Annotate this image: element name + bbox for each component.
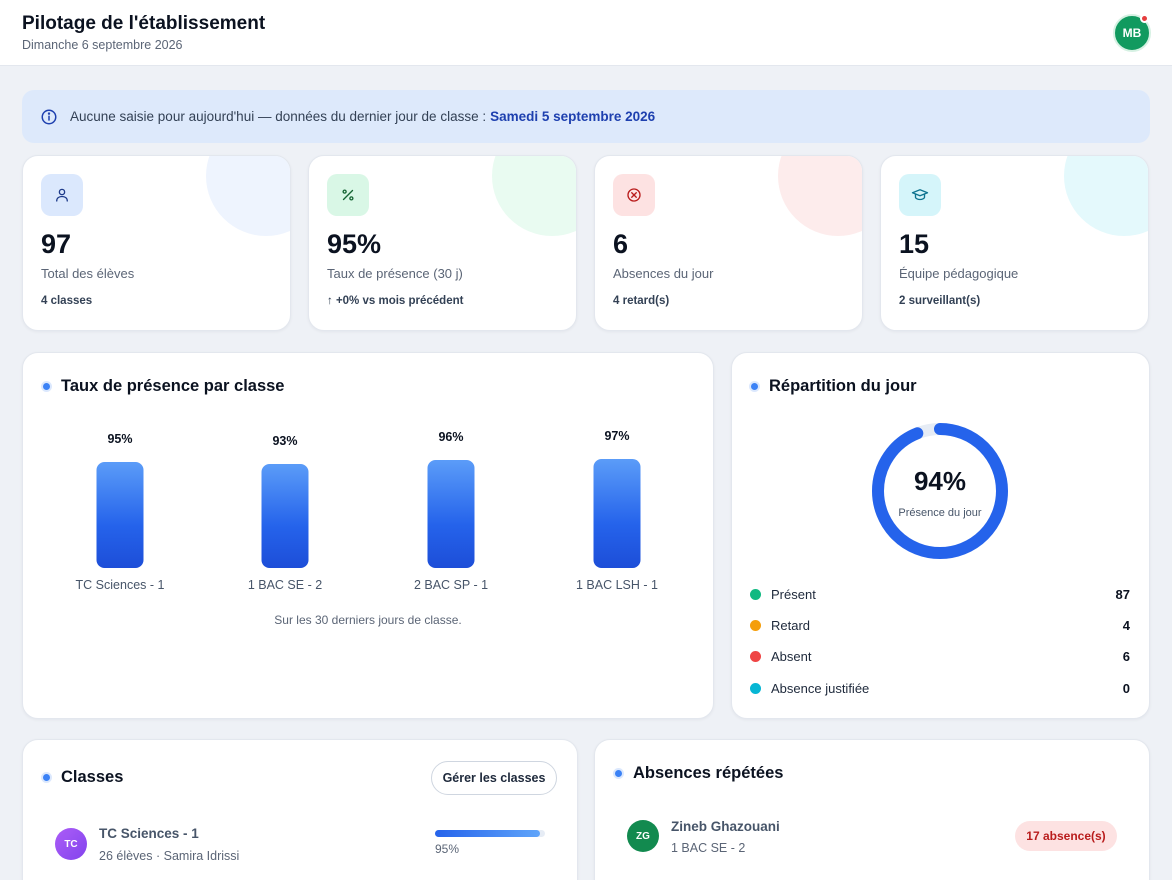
- bar: [96, 462, 144, 568]
- donut-arc: [872, 423, 1008, 559]
- stat-value: 97: [41, 229, 72, 259]
- donut-value: 94%: [913, 466, 967, 496]
- stat-sub: 2 surveillant(s): [899, 295, 981, 307]
- stat-value: 15: [899, 229, 930, 259]
- classes-title: Classes: [61, 768, 124, 786]
- distribution-panel: [731, 352, 1150, 719]
- stat-sub: 4 retard(s): [613, 295, 670, 307]
- bar-value-label: 97%: [604, 429, 630, 443]
- legend-swatch: [750, 682, 761, 694]
- stat-value: 95%: [327, 229, 382, 259]
- legend-count: 0: [1122, 680, 1130, 696]
- info-icon: [41, 109, 57, 124]
- bar-category-label: 1 BAC LSH - 1: [576, 578, 658, 592]
- stat-card-students: 97 Total des élèves 4 classes: [22, 155, 291, 331]
- manage-classes-button[interactable]: Gérer les classes: [431, 761, 557, 795]
- stat-label: Absences du jour: [613, 266, 714, 281]
- page-date: Dimanche 6 septembre 2026: [22, 38, 183, 52]
- stat-label: Taux de présence (30 j): [327, 266, 463, 281]
- class-progress-text: 95%: [435, 842, 460, 856]
- legend-row-absent: Absent 6: [750, 646, 1130, 666]
- chart-note: Sur les 30 derniers jours de classe.: [274, 613, 462, 627]
- distribution-title: Répartition du jour: [769, 377, 917, 395]
- class-name[interactable]: TC Sciences - 1: [99, 826, 199, 841]
- stat-label: Équipe pédagogique: [899, 266, 1019, 281]
- bar-value-label: 95%: [107, 432, 133, 446]
- legend-count: 4: [1122, 617, 1130, 633]
- legend-swatch: [750, 650, 761, 662]
- legend-row-justified: Absence justifiée 0: [750, 678, 1130, 698]
- attendance-donut: [872, 423, 1008, 559]
- stat-trend: ↑ +0% vs mois précédent: [327, 295, 464, 307]
- class-avatar: TC: [55, 828, 87, 860]
- absence-count-badge: 17 absence(s): [1015, 821, 1117, 851]
- info-banner: Aucune saisie pour aujourd'hui — données…: [22, 90, 1150, 143]
- legend-swatch: [750, 619, 761, 631]
- bar-category-label: 2 BAC SP - 1: [413, 578, 489, 592]
- bar: [593, 459, 641, 568]
- page-title: Pilotage de l'établissement: [22, 13, 266, 34]
- stat-sub: 4 classes: [41, 295, 93, 307]
- legend-count: 87: [1115, 586, 1130, 602]
- section-bullet: [41, 381, 52, 392]
- legend-row-present: Présent 87: [750, 584, 1130, 604]
- bar-category-label: TC Sciences - 1: [75, 578, 165, 592]
- legend-row-late: Retard 4: [750, 615, 1130, 635]
- student-avatar: ZG: [627, 820, 659, 852]
- stat-card-attendance: 95% Taux de présence (30 j) ↑ +0% vs moi…: [308, 155, 577, 331]
- bar: [427, 460, 475, 568]
- section-bullet: [41, 772, 52, 783]
- legend-label: Absent: [771, 648, 812, 664]
- bar-value-label: 93%: [272, 434, 298, 448]
- banner-date: Samedi 5 septembre 2026: [490, 109, 656, 124]
- section-bullet: [749, 381, 760, 392]
- repeated-absences-title: Absences répétées: [633, 764, 784, 782]
- graduation-cap-icon: [899, 174, 941, 216]
- section-bullet: [613, 768, 624, 779]
- student-name[interactable]: Zineb Ghazouani: [671, 819, 780, 834]
- banner-text: Aucune saisie pour aujourd'hui — données…: [70, 109, 487, 124]
- repeated-absences-panel: [594, 739, 1150, 880]
- class-meta: 26 élèves · Samira Idrissi: [99, 849, 240, 863]
- class-progress-bar: [435, 830, 545, 837]
- legend-label: Présent: [771, 586, 816, 602]
- bar-category-label: 1 BAC SE - 2: [247, 578, 323, 592]
- class-progress-fill: [435, 830, 540, 837]
- stat-value: 6: [613, 229, 629, 259]
- legend-label: Absence justifiée: [771, 680, 870, 696]
- users-icon: [41, 174, 83, 216]
- bar: [261, 464, 309, 568]
- x-circle-icon: [613, 174, 655, 216]
- legend-swatch: [750, 588, 761, 600]
- student-class: 1 BAC SE - 2: [671, 841, 746, 855]
- bar-value-label: 96%: [438, 430, 464, 444]
- notification-dot: [1140, 14, 1149, 23]
- legend-label: Retard: [771, 617, 811, 633]
- donut-label: Présence du jour: [898, 507, 982, 519]
- legend-count: 6: [1122, 648, 1130, 664]
- stat-card-absences: 6 Absences du jour 4 retard(s): [594, 155, 863, 331]
- attendance-chart-title: Taux de présence par classe: [61, 377, 285, 395]
- stat-card-staff: 15 Équipe pédagogique 2 surveillant(s): [880, 155, 1149, 331]
- top-bar: Pilotage de l'établissement Dimanche 6 s…: [0, 0, 1172, 66]
- stat-label: Total des élèves: [41, 266, 135, 281]
- percent-icon: [327, 174, 369, 216]
